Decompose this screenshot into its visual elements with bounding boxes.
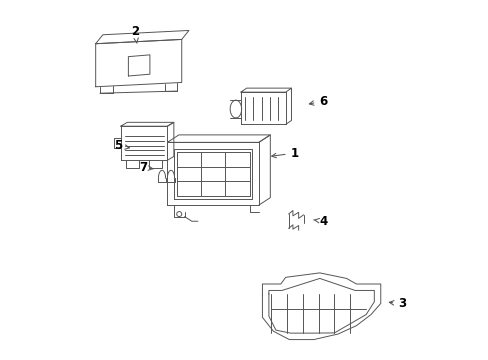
Text: 7: 7 (139, 161, 153, 174)
Text: 6: 6 (309, 95, 327, 108)
Text: 1: 1 (271, 147, 298, 159)
Text: 2: 2 (131, 25, 139, 43)
Text: 3: 3 (388, 297, 406, 310)
Text: 5: 5 (114, 139, 129, 152)
Text: 4: 4 (313, 215, 327, 228)
